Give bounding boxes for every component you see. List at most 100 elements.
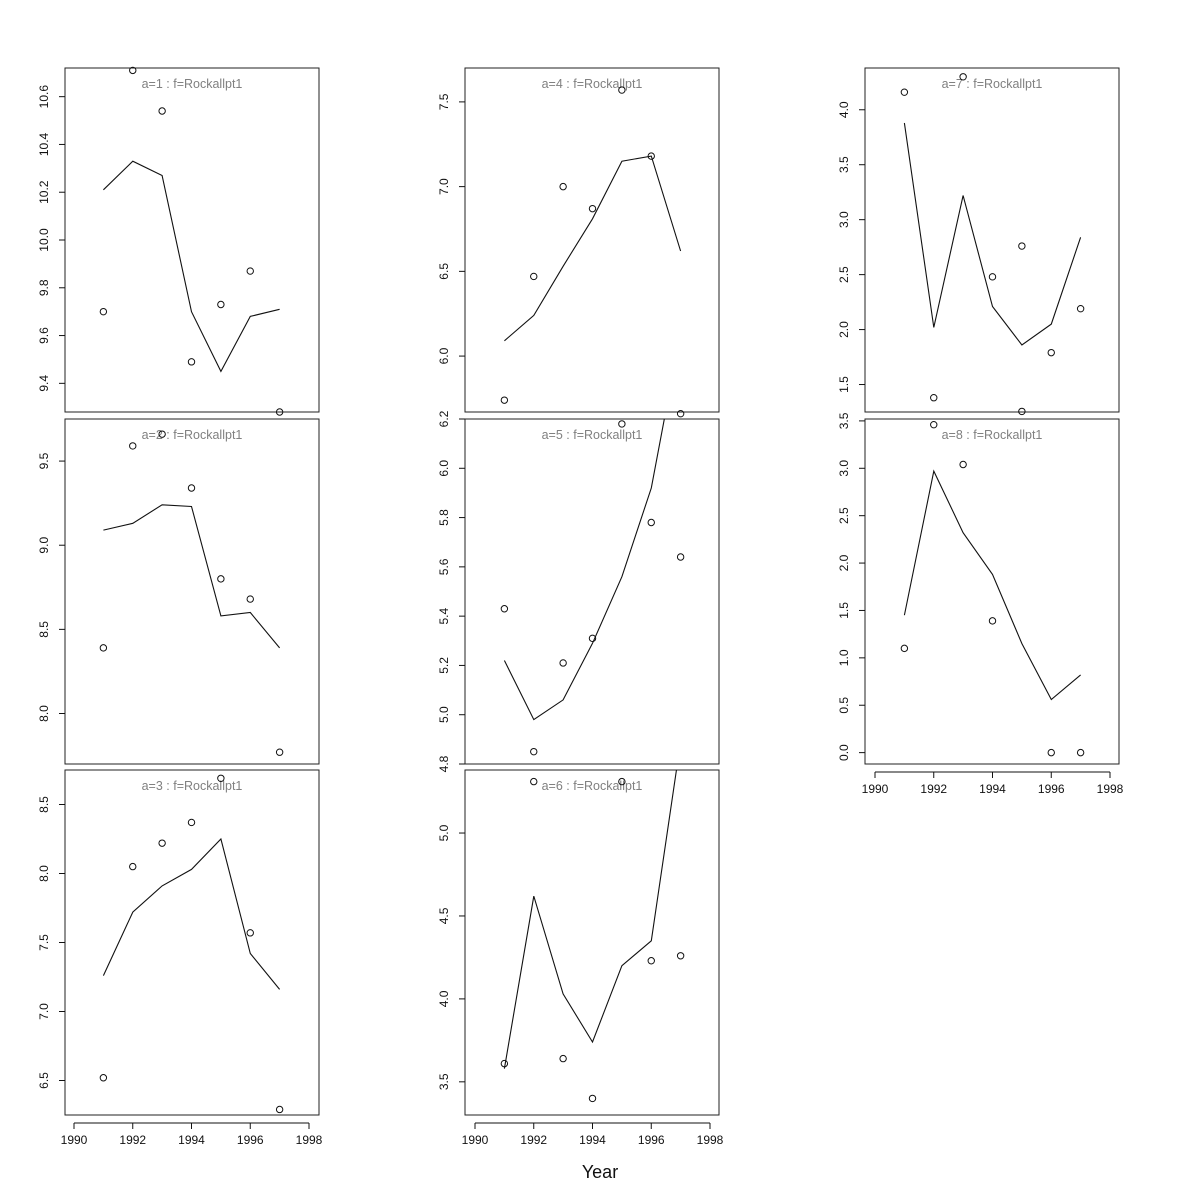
panel-title: a=1 : f=Rockallpt1 xyxy=(142,77,243,91)
y-tick-label: 4.0 xyxy=(837,101,851,118)
y-tick-label: 7.5 xyxy=(437,93,451,110)
panel-title: a=6 : f=Rockallpt1 xyxy=(542,779,643,793)
x-tick-label: 1994 xyxy=(979,782,1006,796)
observed-point xyxy=(187,818,196,827)
observed-point xyxy=(530,777,538,786)
y-tick-label: 9.5 xyxy=(37,452,51,469)
observed-point xyxy=(1076,304,1085,313)
x-tick-label: 1994 xyxy=(579,1133,606,1147)
y-tick-label: 10.4 xyxy=(37,132,51,156)
observed-point xyxy=(1018,407,1026,416)
observed-point xyxy=(187,484,196,492)
x-tick-label: 1992 xyxy=(520,1133,547,1147)
panel-a4: 6.0 6.5 7.0 7.5 a=4 : f=Rockallpt1 xyxy=(437,67,720,418)
observed-point xyxy=(275,408,284,416)
panels-layer: 9.4 9.6 9.8 10.0 10.2 10.4 10.6 a=1 : f=Rockall… xyxy=(37,66,1124,1147)
x-tick-label: 1998 xyxy=(1097,782,1124,796)
observed-point xyxy=(530,272,538,281)
y-tick-label: 5.6 xyxy=(437,558,451,575)
observed-point xyxy=(246,595,254,603)
panel-frame xyxy=(464,67,720,413)
panel-frame xyxy=(864,418,1120,765)
panel-frame xyxy=(64,769,320,1116)
observed-point xyxy=(158,430,166,438)
panel-frame xyxy=(64,418,320,765)
y-tick-label: 8.5 xyxy=(37,621,51,638)
observed-point xyxy=(1047,748,1055,757)
observed-point xyxy=(530,747,538,756)
observed-point xyxy=(930,394,938,402)
observed-point xyxy=(930,420,938,429)
observed-point xyxy=(959,460,967,469)
observed-point xyxy=(959,73,967,81)
observed-point xyxy=(246,929,254,937)
y-tick-label: 9.0 xyxy=(37,537,51,554)
fitted-line xyxy=(503,770,678,1069)
y-tick-label: 3.5 xyxy=(837,412,851,429)
y-tick-label: 6.5 xyxy=(37,1072,51,1089)
y-tick-label: 1.0 xyxy=(837,649,851,666)
y-tick-label: 2.5 xyxy=(837,507,851,524)
observed-point xyxy=(618,86,626,94)
observed-point xyxy=(900,644,909,653)
x-tick-label: 1996 xyxy=(1038,782,1065,796)
observed-point xyxy=(588,634,597,643)
panel-a6: 3.5 4.0 4.5 5.0 1990 1992 1994 1996 1998 a=6 : f=… xyxy=(437,769,724,1147)
observed-point xyxy=(99,1074,108,1082)
y-tick-label: 5.0 xyxy=(437,706,451,723)
x-tick-label: 1998 xyxy=(296,1133,323,1147)
y-tick-label: 7.0 xyxy=(37,1003,51,1020)
observed-point xyxy=(647,518,655,527)
fitted-line xyxy=(903,469,1081,701)
observed-point xyxy=(559,182,567,191)
observed-point xyxy=(647,152,655,160)
observed-point xyxy=(275,748,284,756)
observed-point xyxy=(500,605,509,613)
observed-point xyxy=(559,1054,567,1063)
y-tick-label: 6.0 xyxy=(437,460,451,477)
y-tick-label: 6.0 xyxy=(437,347,451,364)
x-tick-label: 1990 xyxy=(462,1133,489,1147)
y-tick-label: 9.6 xyxy=(37,327,51,344)
x-tick-label: 1990 xyxy=(61,1133,88,1147)
observed-point xyxy=(559,659,567,667)
panel-title: a=4 : f=Rockallpt1 xyxy=(542,77,643,91)
y-tick-label: 1.5 xyxy=(837,602,851,619)
panel-a2: 8.0 8.5 9.0 9.5 a=2 : f=Rockallpt1 xyxy=(37,418,320,765)
y-tick-label: 9.8 xyxy=(37,279,51,296)
fitted-line xyxy=(103,160,280,373)
x-tick-label: 1992 xyxy=(920,782,947,796)
observed-point xyxy=(217,575,225,583)
observed-point xyxy=(129,442,137,450)
panel-frame xyxy=(464,418,720,765)
observed-point xyxy=(1076,748,1085,757)
y-tick-label: 5.4 xyxy=(437,607,451,624)
observed-point xyxy=(275,1105,284,1114)
observed-point xyxy=(588,1094,597,1103)
y-tick-label: 4.8 xyxy=(437,755,451,772)
observed-point xyxy=(217,774,225,782)
y-tick-label: 6.5 xyxy=(437,263,451,280)
fitted-line xyxy=(504,155,682,342)
observed-point xyxy=(129,66,137,75)
panel-a1: 9.4 9.6 9.8 10.0 10.2 10.4 10.6 a=1 : f=Rockall… xyxy=(37,66,320,416)
y-tick-label: 0.0 xyxy=(837,744,851,761)
observed-point xyxy=(1047,348,1055,357)
y-tick-label: 7.0 xyxy=(437,178,451,195)
y-tick-label: 0.5 xyxy=(837,697,851,714)
y-tick-label: 2.0 xyxy=(837,554,851,571)
y-tick-label: 3.5 xyxy=(837,156,851,173)
observed-point xyxy=(676,952,685,960)
observed-point xyxy=(500,396,509,404)
fitted-line xyxy=(503,419,665,721)
y-tick-label: 8.0 xyxy=(37,865,51,882)
observed-point xyxy=(500,1059,509,1068)
x-tick-label: 1994 xyxy=(178,1133,205,1147)
observed-point xyxy=(988,273,997,281)
y-tick-label: 8.5 xyxy=(37,796,51,813)
y-tick-label: 10.6 xyxy=(37,85,51,109)
observed-point xyxy=(618,420,626,428)
panel-title: a=3 : f=Rockallpt1 xyxy=(142,779,243,793)
y-tick-label: 4.0 xyxy=(437,990,451,1007)
